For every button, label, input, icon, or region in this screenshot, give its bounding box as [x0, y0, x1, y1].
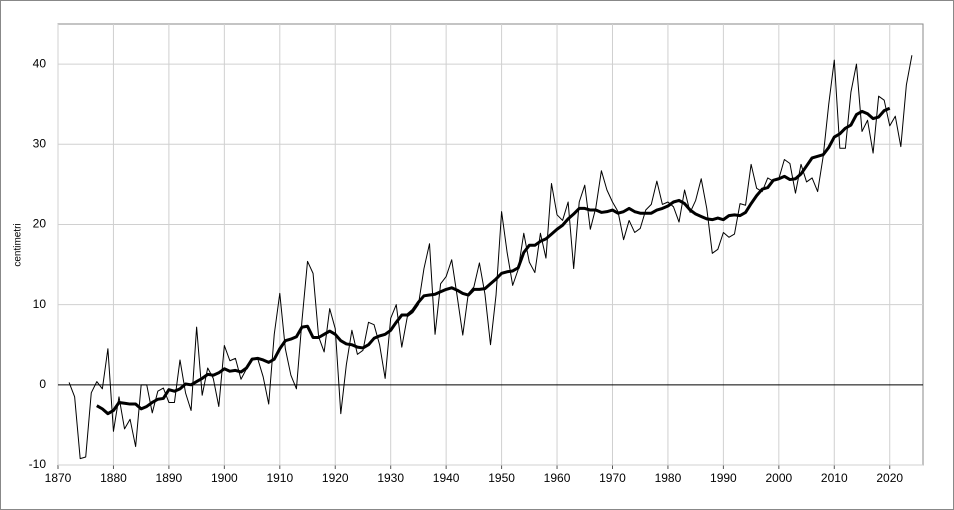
x-tick-label: 1910 — [266, 471, 293, 485]
x-tick-label: 1940 — [433, 471, 460, 485]
x-tick-label: 1950 — [488, 471, 515, 485]
x-tick-label: 2010 — [821, 471, 848, 485]
y-axis-label: centimetri — [13, 223, 24, 266]
y-tick-label: 20 — [33, 217, 47, 231]
x-tick-label: 2000 — [765, 471, 792, 485]
y-tick-label: 10 — [33, 297, 47, 311]
line-series — [96, 106, 891, 416]
x-tick-label: 2020 — [876, 471, 903, 485]
y-tick-label: -10 — [29, 457, 47, 471]
y-tick-label: 30 — [33, 136, 47, 150]
x-tick-label: 1880 — [100, 471, 127, 485]
x-tick-label: 1900 — [211, 471, 238, 485]
line-series — [68, 55, 913, 460]
x-tick-label: 1990 — [710, 471, 737, 485]
x-tick-label: 1930 — [377, 471, 404, 485]
x-tick-label: 1890 — [156, 471, 183, 485]
x-tick-label: 1960 — [544, 471, 571, 485]
x-tick-label: 1970 — [599, 471, 626, 485]
x-tick-label: 1920 — [322, 471, 349, 485]
x-tick-label: 1980 — [655, 471, 682, 485]
y-tick-label: 0 — [39, 377, 46, 391]
y-tick-label: 40 — [33, 56, 47, 70]
x-tick-label: 1870 — [45, 471, 72, 485]
